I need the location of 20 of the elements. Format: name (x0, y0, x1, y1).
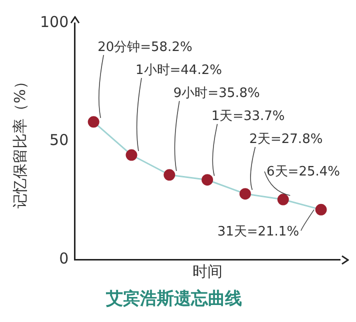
data-label: 1小时=44.2% (135, 63, 222, 78)
point (164, 169, 176, 181)
data-label: 6天=25.4% (266, 164, 340, 180)
point (88, 116, 100, 128)
y-tick-label: 0 (59, 249, 69, 268)
point (239, 188, 251, 200)
point (277, 194, 289, 206)
point (126, 149, 138, 161)
y-tick-label: 100 (40, 12, 69, 31)
point (202, 174, 214, 186)
data-label: 2天=27.8% (249, 132, 323, 147)
data-label: 20分钟=58.2% (98, 40, 192, 55)
data-label: 1天=33.7% (211, 109, 285, 124)
data-label: 9小时=35.8% (173, 86, 260, 101)
point (315, 204, 327, 216)
x-axis-title: 时间 (192, 262, 222, 280)
y-tick-label: 50 (50, 131, 69, 150)
text: 艾宾浩斯遗忘曲线 (105, 288, 242, 310)
y-axis-title: 记忆保留比率（%） (10, 74, 29, 208)
data-label: 31天=21.1% (217, 224, 300, 240)
